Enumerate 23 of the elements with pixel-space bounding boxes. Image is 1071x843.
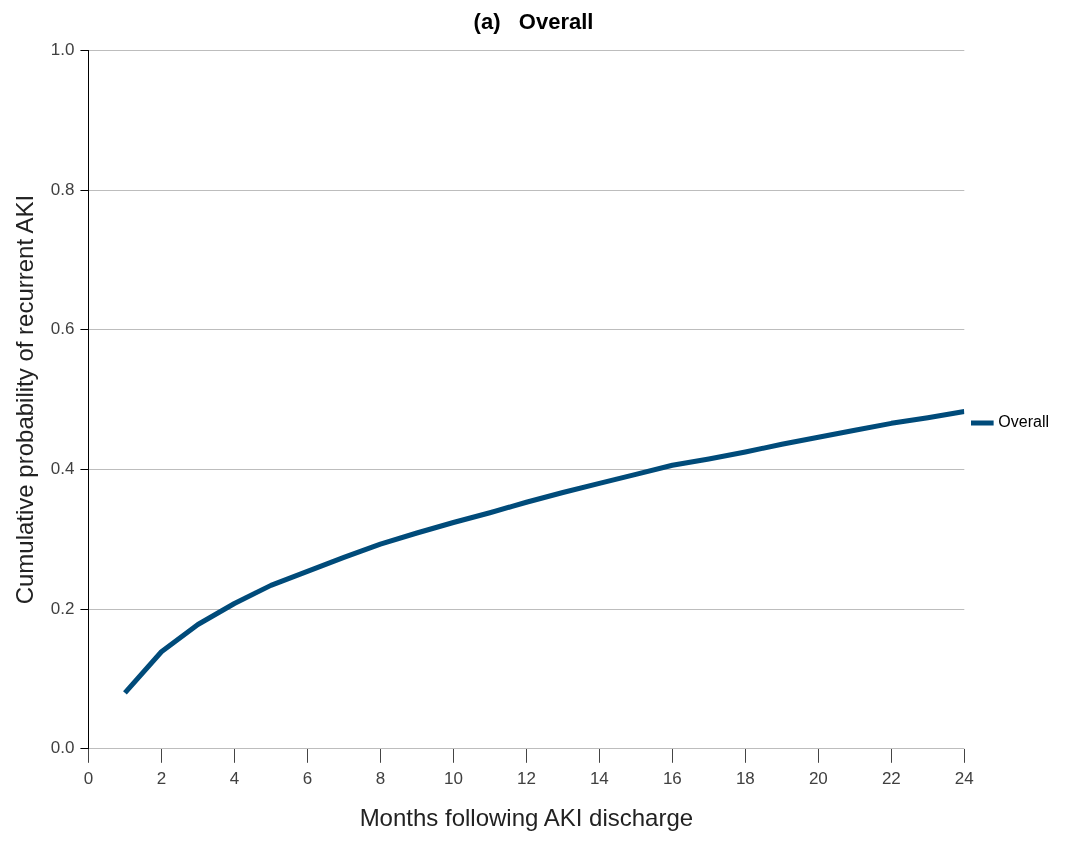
x-tick-label: 4: [229, 768, 240, 788]
y-tick-label: 0.2: [50, 598, 75, 618]
y-tick-label: 1.0: [50, 40, 75, 60]
x-tick-label: 10: [443, 768, 463, 788]
x-tick-label: 0: [83, 768, 94, 788]
chart-title: (a) Overall: [473, 9, 594, 35]
legend-label: Overall: [998, 413, 1050, 431]
y-tick-label: 0.0: [50, 738, 75, 758]
x-tick-label: 6: [302, 768, 313, 788]
x-tick-label: 24: [954, 768, 974, 788]
y-tick-label: 0.4: [50, 459, 75, 479]
y-axis-title: Cumulative probability of recurrent AKI: [11, 194, 39, 605]
x-axis-title: Months following AKI discharge: [359, 804, 694, 832]
y-tick-label: 0.6: [50, 319, 75, 339]
x-tick-label: 12: [516, 768, 536, 788]
x-tick-label: 16: [662, 768, 682, 788]
x-tick-label: 2: [156, 768, 167, 788]
x-tick-label: 14: [589, 768, 609, 788]
x-tick-label: 22: [881, 768, 901, 788]
y-tick-label: 0.8: [50, 179, 75, 199]
x-tick-label: 8: [375, 768, 386, 788]
x-tick-label: 18: [735, 768, 755, 788]
x-tick-label: 20: [808, 768, 828, 788]
